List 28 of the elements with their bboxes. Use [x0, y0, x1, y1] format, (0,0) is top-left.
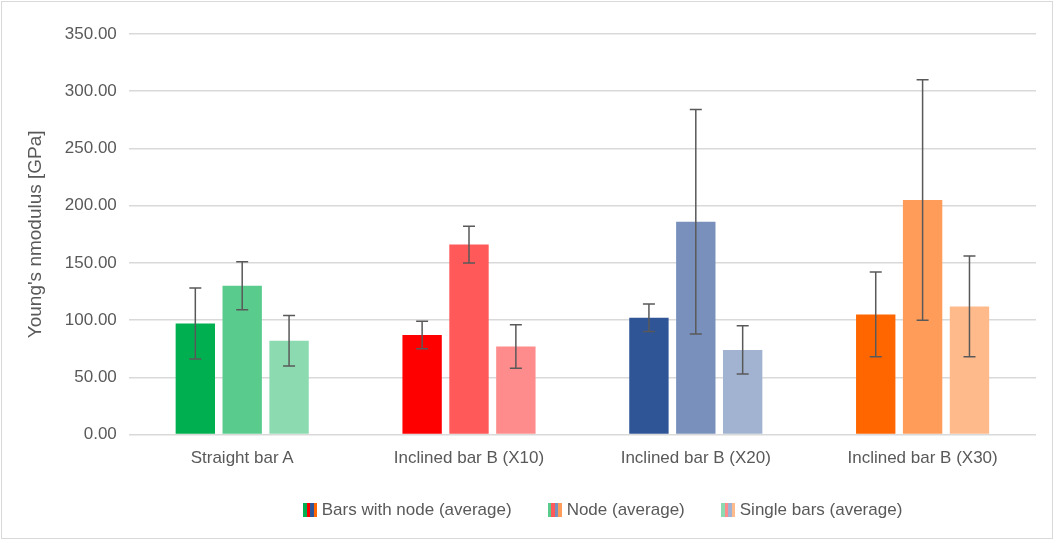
y-tick-label: 300.00 [64, 80, 117, 100]
bar [269, 340, 309, 434]
legend-label: Bars with node (average) [321, 500, 512, 520]
x-tick-label: Inclined bar B (X20) [620, 448, 771, 468]
bar [902, 199, 943, 434]
x-tick-label: Inclined bar B (X30) [847, 448, 998, 468]
y-tick-label: 250.00 [64, 138, 117, 158]
y-tick-label: 200.00 [64, 195, 117, 215]
x-tick-label: Straight bar A [190, 448, 295, 468]
bar [676, 221, 716, 434]
bar [402, 335, 442, 434]
bar [222, 285, 262, 434]
x-tick-label: Inclined bar B (X10) [393, 448, 545, 468]
bar [856, 314, 896, 434]
bar [629, 317, 669, 434]
bar [722, 349, 763, 434]
bar [496, 346, 536, 434]
y-tick-label: 150.00 [64, 252, 117, 272]
y-tick-label: 0.00 [83, 424, 117, 444]
legend-label: Single bars (average) [739, 500, 903, 520]
bar [949, 306, 990, 434]
bar [175, 323, 216, 434]
y-axis-title: Young's nmodulus [GPa] [23, 130, 45, 339]
y-tick-label: 50.00 [74, 367, 117, 387]
legend-label: Node (average) [566, 500, 685, 520]
bar [449, 244, 489, 434]
y-tick-label: 100.00 [64, 309, 117, 329]
y-tick-label: 350.00 [64, 23, 117, 43]
